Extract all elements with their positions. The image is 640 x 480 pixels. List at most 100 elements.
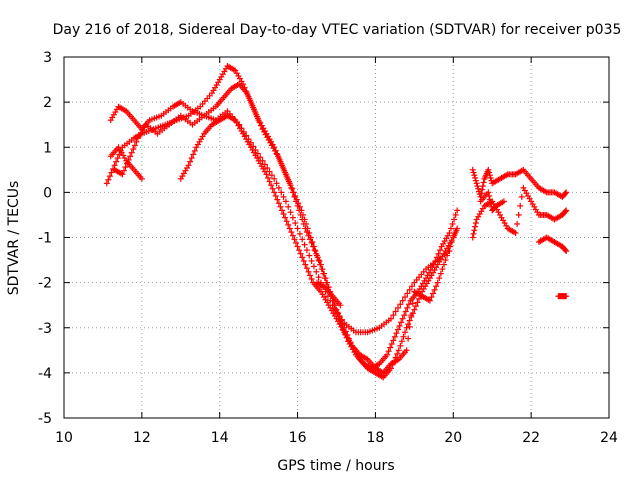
data-point-interp <box>131 142 138 149</box>
data-point-interp <box>288 229 295 236</box>
data-point <box>399 297 406 304</box>
data-point-interp <box>288 184 295 191</box>
data-point-interp <box>315 274 322 281</box>
data-point <box>411 306 418 313</box>
data-point-interp <box>517 202 524 209</box>
data-point-interp <box>299 254 306 261</box>
x-tick-label: 16 <box>289 430 307 446</box>
data-point <box>426 297 433 304</box>
data-point-interp <box>408 312 415 319</box>
data-point-interp <box>447 243 454 250</box>
data-point-interp <box>275 184 282 191</box>
data-point <box>294 243 301 250</box>
data-point <box>403 347 410 354</box>
grid-lines <box>64 57 609 418</box>
data-point-interp <box>430 290 437 297</box>
data-point-interp <box>133 138 140 145</box>
data-point-interp <box>257 122 264 129</box>
data-point-interp <box>308 257 315 264</box>
data-point-interp <box>414 299 421 306</box>
data-point-interp <box>304 225 311 232</box>
data-point-interp <box>562 247 569 254</box>
data-point-interp <box>130 146 137 153</box>
data-point-interp <box>439 266 446 273</box>
data-point-interp <box>405 301 412 308</box>
data-point-interp <box>486 192 493 199</box>
data-point-interp <box>279 164 286 171</box>
data-point-interp <box>409 283 416 290</box>
y-tick-label: -2 <box>38 276 52 292</box>
data-point <box>391 333 398 340</box>
data-point <box>263 171 270 178</box>
data-point-interp <box>284 174 291 181</box>
data-point-interp <box>487 200 494 207</box>
data-point-interp <box>405 335 412 342</box>
x-tick-label: 18 <box>367 430 385 446</box>
data-point-interp <box>390 312 397 319</box>
data-point-interp <box>402 329 409 336</box>
data-point <box>454 207 461 214</box>
data-point-interp <box>387 344 394 351</box>
data-point-interp <box>323 279 330 286</box>
data-point <box>403 324 410 331</box>
data-point-interp <box>436 275 443 282</box>
data-point-interp <box>269 185 276 192</box>
x-axis-title: GPS time / hours <box>277 458 394 474</box>
data-point <box>321 275 328 282</box>
data-point-interp <box>264 165 271 172</box>
data-point-interp <box>289 232 296 239</box>
data-point-interp <box>404 304 411 311</box>
data-point-interp <box>480 179 487 186</box>
data-point <box>243 90 250 97</box>
data-point <box>450 234 457 241</box>
data-point-interp <box>398 338 405 345</box>
data-point-interp <box>293 196 300 203</box>
data-point-interp <box>274 196 281 203</box>
data-point-interp <box>296 230 303 237</box>
data-point-interp <box>305 268 312 275</box>
data-point <box>294 225 301 232</box>
data-point-interp <box>327 297 334 304</box>
y-tick-label: 0 <box>43 185 52 201</box>
data-point-interp <box>472 177 479 184</box>
data-point-interp <box>390 337 397 344</box>
data-points <box>103 63 570 381</box>
data-point-interp <box>334 309 341 316</box>
data-point-interp <box>320 270 327 277</box>
data-point <box>485 166 492 173</box>
data-point-interp <box>311 247 318 254</box>
data-point-interp <box>514 220 521 227</box>
data-point-interp <box>406 317 413 324</box>
data-point <box>337 302 344 309</box>
data-point-interp <box>287 182 294 189</box>
data-point-interp <box>428 294 435 301</box>
data-point <box>298 207 305 214</box>
data-point-interp <box>562 190 569 197</box>
data-point-interp <box>120 167 127 174</box>
data-point-interp <box>449 220 456 227</box>
data-point-interp <box>470 230 477 237</box>
data-point-interp <box>264 174 271 181</box>
data-point-interp <box>293 239 300 246</box>
data-point-interp <box>295 200 302 207</box>
data-point-interp <box>397 342 404 349</box>
data-point-interp <box>338 316 345 323</box>
data-point-interp <box>254 115 261 122</box>
data-point-interp <box>452 211 459 218</box>
data-point <box>563 189 570 196</box>
data-point-interp <box>257 154 264 161</box>
chart-title: Day 216 of 2018, Sidereal Day-to-day VTE… <box>53 22 622 38</box>
data-point-interp <box>471 227 478 234</box>
data-point-interp <box>108 169 115 176</box>
data-point <box>563 248 570 255</box>
data-point-interp <box>278 189 285 196</box>
data-point-interp <box>310 263 317 270</box>
data-point-interp <box>479 186 486 193</box>
data-point-interp <box>256 118 263 125</box>
data-point-interp <box>308 239 315 246</box>
data-point-interp <box>278 160 285 167</box>
y-tick-label: -5 <box>38 411 52 427</box>
data-point-interp <box>277 203 284 210</box>
data-point-interp <box>396 322 403 329</box>
